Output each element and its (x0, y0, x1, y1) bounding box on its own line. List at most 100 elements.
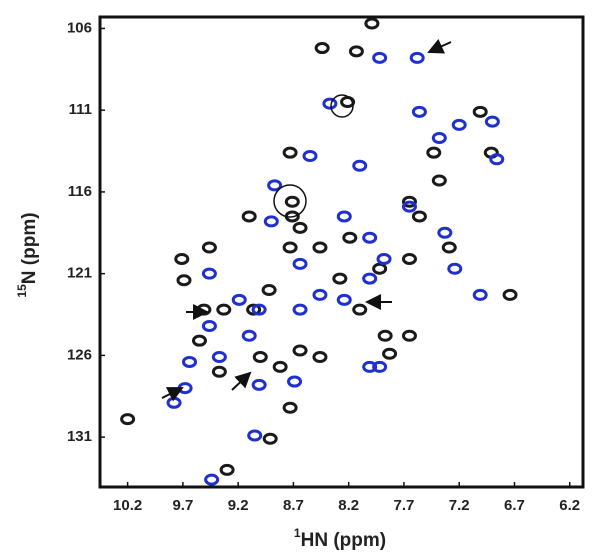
peak (287, 375, 303, 388)
peak (231, 293, 247, 306)
y-tick-label: 106 (67, 19, 92, 36)
peak (261, 284, 277, 297)
peak (489, 153, 505, 166)
peak (292, 221, 308, 234)
peak (409, 51, 425, 64)
x-tick-label: 6.2 (559, 497, 580, 514)
peak (284, 195, 300, 208)
peak (191, 334, 207, 347)
peak (401, 252, 417, 265)
peak (211, 365, 227, 378)
x-tick-label: 6.7 (504, 497, 525, 514)
peak (348, 45, 364, 58)
x-tick-label: 7.7 (394, 497, 415, 514)
peak (219, 463, 235, 476)
peak (176, 274, 192, 287)
peak (411, 210, 427, 223)
y-title-text: N (ppm) (19, 212, 40, 284)
peak (372, 360, 388, 373)
peak (241, 210, 257, 223)
peak (201, 319, 217, 332)
x-tick-label: 9.7 (172, 497, 193, 514)
peak (484, 115, 500, 128)
peak (382, 347, 398, 360)
peak (282, 146, 298, 159)
peak (312, 351, 328, 364)
peak (312, 288, 328, 301)
peak (246, 303, 262, 316)
peak (401, 329, 417, 342)
peak (282, 401, 298, 414)
arrow (161, 387, 184, 402)
peak (247, 429, 263, 442)
x-axis-title: 1HN (ppm) (294, 526, 386, 551)
peak (472, 288, 488, 301)
y-tick-label: 111 (69, 101, 92, 118)
peak (216, 303, 232, 316)
y-tick-label: 131 (67, 428, 92, 445)
y-title-sup: 15 (15, 284, 29, 298)
peak (342, 231, 358, 244)
peak (401, 200, 417, 213)
peak (352, 159, 368, 172)
peak (174, 252, 190, 265)
y-axis-title: 15N (ppm) (15, 212, 40, 297)
peak (362, 360, 378, 373)
peak (272, 360, 288, 373)
peak (426, 146, 442, 159)
peak (263, 215, 279, 228)
peak (204, 473, 220, 486)
peak (262, 432, 278, 445)
x-tick-label: 10.2 (113, 497, 142, 514)
y-tick-label: 126 (67, 346, 92, 363)
x-tick-label: 8.2 (338, 497, 359, 514)
peak (472, 105, 488, 118)
peak (120, 413, 136, 426)
peak (502, 288, 518, 301)
peak (437, 226, 453, 239)
peak (364, 17, 380, 30)
peak (292, 257, 308, 270)
annotations (161, 38, 452, 402)
peak (211, 351, 227, 364)
x-tick-label: 7.2 (449, 497, 470, 514)
y-tick-label: 121 (67, 265, 92, 282)
y-tick-label: 116 (68, 183, 92, 200)
peak (251, 378, 267, 391)
peak (314, 42, 330, 55)
peak (166, 396, 182, 409)
peak (267, 179, 283, 192)
x-title-sup: 1 (294, 526, 301, 540)
arrow (231, 371, 252, 391)
peak (201, 241, 217, 254)
peak (252, 351, 268, 364)
peak (201, 267, 217, 280)
circle-highlight (273, 184, 307, 218)
circle-highlight (330, 94, 354, 118)
peak (431, 131, 447, 144)
x-tick-label: 9.2 (228, 497, 249, 514)
plot-frame (98, 15, 585, 489)
peak (411, 105, 427, 118)
peak (447, 262, 463, 275)
peak (362, 231, 378, 244)
peak (336, 210, 352, 223)
peak (401, 195, 417, 208)
peak (376, 252, 392, 265)
peak (336, 293, 352, 306)
peak (241, 329, 257, 342)
peak (340, 96, 356, 109)
x-title-text: HN (ppm) (301, 530, 386, 551)
peak (332, 272, 348, 285)
peak (431, 174, 447, 187)
x-tick-label: 8.7 (283, 497, 304, 514)
peak (312, 241, 328, 254)
peak (322, 97, 338, 110)
peak (377, 329, 393, 342)
peak (441, 241, 457, 254)
peak (372, 51, 388, 64)
peak (251, 303, 267, 316)
peak (451, 118, 467, 131)
